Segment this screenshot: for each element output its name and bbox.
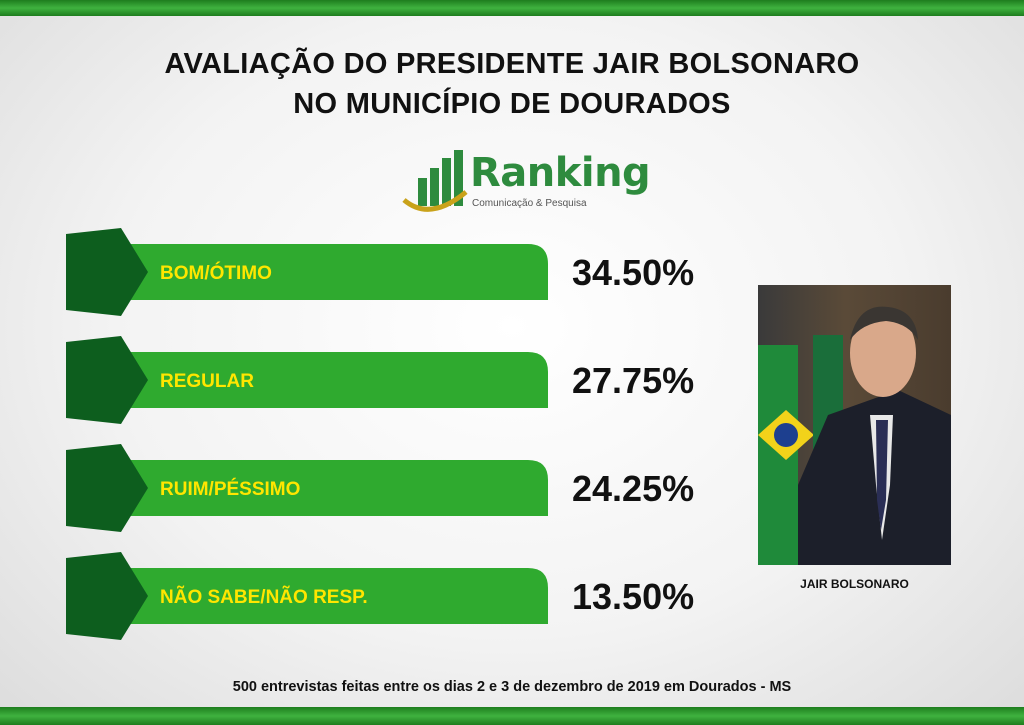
bar-tab [66, 336, 148, 424]
bar-label: NÃO SABE/NÃO RESP. [160, 586, 368, 608]
bar-value: 13.50% [572, 576, 694, 617]
title-line-2: NO MUNICÍPIO DE DOURADOS [293, 88, 731, 120]
ranking-logo: Ranking Comunicação & Pesquisa [400, 148, 651, 218]
bar-value: 24.25% [572, 468, 694, 509]
survey-footnote: 500 entrevistas feitas entre os dias 2 e… [232, 679, 792, 695]
bar-tab [66, 444, 148, 532]
top-stripe [0, 0, 1024, 16]
logo-tagline: Comunicação & Pesquisa [472, 198, 587, 209]
title-line-1: AVALIAÇÃO DO PRESIDENTE JAIR BOLSONARO [164, 48, 860, 80]
bar [86, 352, 548, 408]
bar-tab [66, 552, 148, 640]
bar [86, 244, 548, 300]
bar [86, 460, 548, 516]
bar-label: REGULAR [160, 371, 254, 392]
bar-value: 27.75% [572, 360, 694, 401]
president-photo [758, 285, 951, 565]
bar-label: BOM/ÓTIMO [160, 262, 272, 284]
logo-mark-icon [402, 150, 468, 212]
bar-label: RUIM/PÉSSIMO [160, 478, 300, 500]
page-title: AVALIAÇÃO DO PRESIDENTE JAIR BOLSONARO N… [0, 44, 1024, 124]
photo-caption: JAIR BOLSONARO [800, 577, 909, 591]
bar [86, 568, 548, 624]
bottom-stripe [0, 707, 1024, 725]
logo-wordmark: Ranking [470, 150, 651, 196]
bar-tab [66, 228, 148, 316]
portrait-illustration [758, 306, 951, 565]
bar-value: 34.50% [572, 252, 694, 293]
